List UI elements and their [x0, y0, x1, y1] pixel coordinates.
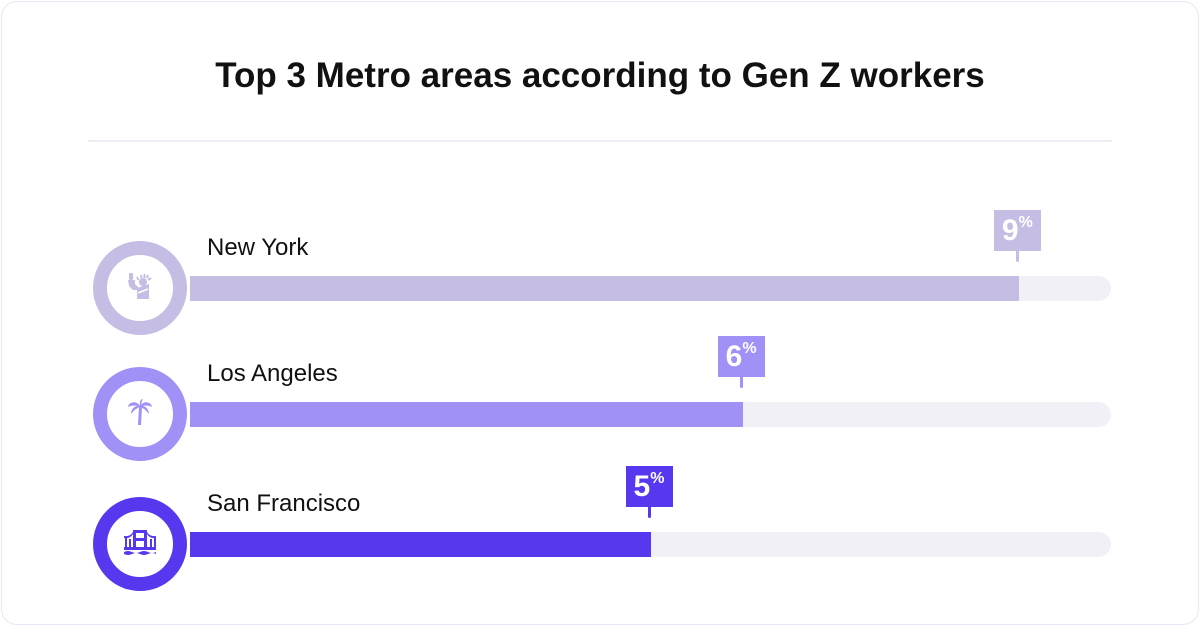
value-tag: 9% [993, 210, 1041, 251]
bar-fill [190, 532, 651, 557]
bar-row: New York 9% [0, 210, 1200, 335]
value-label: 9 [1001, 214, 1019, 247]
value-label: 6 [725, 340, 743, 373]
golden-gate-bridge-icon [123, 527, 157, 562]
value-tag-pin [1015, 251, 1019, 262]
bar-track [190, 276, 1111, 301]
value-label: 5 [633, 470, 651, 503]
unit-label: % [650, 470, 665, 487]
palm-tree-icon [125, 397, 155, 432]
divider [88, 140, 1112, 142]
value-tag-pin [739, 377, 743, 388]
bar-track [190, 532, 1111, 557]
bar-row: San Francisco 5% [0, 466, 1200, 591]
icon-circle [93, 497, 187, 591]
chart-title: Top 3 Metro areas according to Gen Z wor… [215, 56, 985, 95]
unit-label: % [1018, 214, 1033, 231]
unit-label: % [742, 340, 757, 357]
category-label: New York [207, 234, 309, 261]
category-label: Los Angeles [207, 360, 338, 387]
value-tag: 5% [625, 466, 673, 507]
bar-track [190, 402, 1111, 427]
bar-row: Los Angeles 6% [0, 336, 1200, 461]
category-label: San Francisco [207, 490, 361, 517]
bar-fill [190, 276, 1019, 301]
value-tag-pin [647, 507, 651, 518]
statue-of-liberty-icon [125, 271, 155, 306]
value-tag: 6% [717, 336, 765, 377]
bar-fill [190, 402, 743, 427]
icon-circle [93, 241, 187, 335]
icon-circle [93, 367, 187, 461]
